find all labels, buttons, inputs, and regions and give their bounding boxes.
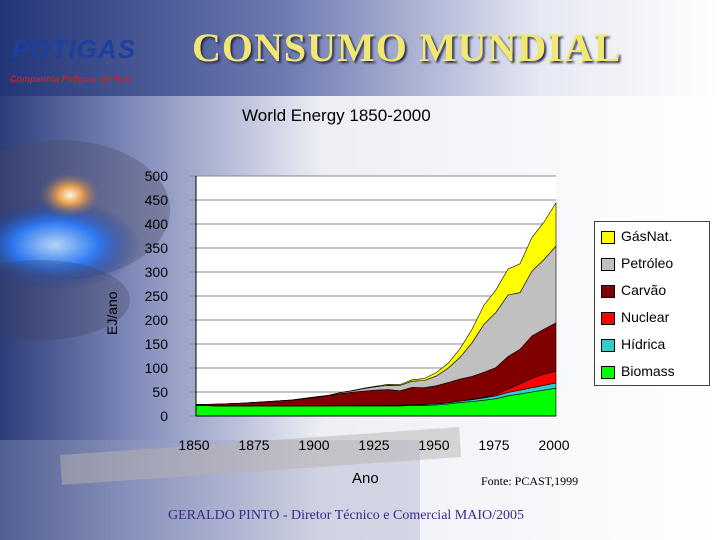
legend-label-coal: Carvão — [621, 282, 667, 298]
legend-label-oil: Petróleo — [621, 255, 674, 271]
company-logo: POTIGAS — [12, 34, 137, 64]
x-tick-label: 1925 — [358, 437, 389, 453]
area-gas — [195, 201, 557, 405]
y-tick-label: 150 — [145, 336, 169, 352]
x-tick-label: 1900 — [298, 437, 329, 453]
y-tick-label: 450 — [145, 192, 169, 208]
legend-swatch-nuclear — [601, 312, 615, 325]
legend-label-nuclear: Nuclear — [621, 309, 670, 325]
legend-label-hydro: Hídrica — [621, 336, 666, 352]
x-axis-label: Ano — [352, 470, 379, 487]
y-tick-label: 350 — [145, 240, 169, 256]
x-tick-label: 2000 — [538, 437, 569, 453]
slide-title: CONSUMO MUNDIAL — [192, 25, 622, 70]
chart-legend: GásNat. Petróleo Carvão Nuclear Hídrica … — [594, 221, 710, 386]
y-tick-label: 100 — [145, 360, 169, 376]
company-logo-subtitle: Companhia Potiguar de Gás — [10, 74, 131, 84]
chart-title: World Energy 1850-2000 — [242, 106, 431, 125]
y-tick-label: 200 — [145, 312, 169, 328]
legend-swatch-biomass — [601, 366, 615, 379]
y-tick-label: 500 — [145, 168, 169, 184]
legend-swatch-oil — [601, 258, 615, 271]
slide-footer: GERALDO PINTO - Diretor Técnico e Comerc… — [168, 508, 525, 523]
y-tick-label: 250 — [145, 288, 169, 304]
y-tick-label: 300 — [145, 264, 169, 280]
x-tick-label: 1875 — [238, 437, 269, 453]
y-tick-label: 400 — [145, 216, 169, 232]
legend-label-gas: GásNat. — [621, 228, 673, 244]
x-tick-label: 1950 — [418, 437, 449, 453]
legend-swatch-hydro — [601, 339, 615, 352]
chart-source: Fonte: PCAST,1999 — [481, 474, 579, 488]
x-tick-label: 1850 — [178, 437, 209, 453]
y-tick-label: 50 — [152, 384, 168, 400]
legend-swatch-coal — [601, 285, 615, 298]
legend-label-biomass: Biomass — [621, 363, 675, 379]
y-tick-label: 0 — [160, 408, 168, 424]
x-tick-label: 1975 — [478, 437, 509, 453]
legend-swatch-gas — [601, 231, 615, 244]
